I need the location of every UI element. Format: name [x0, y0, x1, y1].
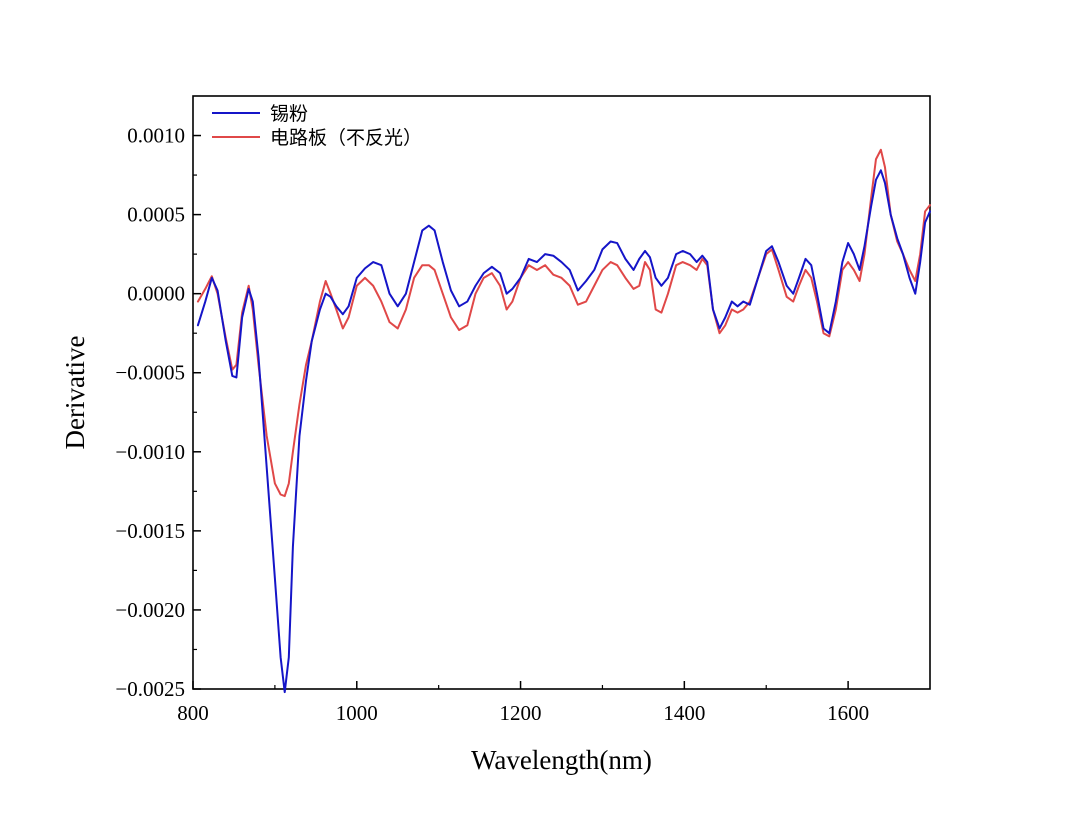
series-line-1 — [196, 169, 931, 694]
y-tick-label: −0.0010 — [115, 440, 185, 464]
y-tick-label: −0.0025 — [115, 677, 185, 701]
y-tick-label: −0.0020 — [115, 598, 185, 622]
y-tick-label: −0.0015 — [115, 519, 185, 543]
y-tick-label: 0.0010 — [127, 124, 185, 148]
x-tick-label: 1200 — [500, 701, 542, 725]
x-axis-title: Wavelength(nm) — [471, 745, 652, 775]
plot-area-frame — [192, 95, 931, 690]
y-tick-label: −0.0005 — [115, 361, 185, 385]
y-axis-ticks: 0.0010 0.0005 0.0000 −0.0005 −0.0010 −0.0015 −… — [115, 124, 201, 701]
x-axis-ticks: 800 1000 1200 1400 1600 — [177, 681, 869, 725]
legend-label-series-1: 锡粉 — [270, 103, 308, 125]
legend: 锡粉 电路板（不反光） — [212, 103, 422, 149]
y-tick-label: 0.0000 — [127, 282, 185, 306]
series-layer — [196, 148, 931, 694]
x-tick-label: 1600 — [827, 701, 869, 725]
x-tick-label: 1400 — [663, 701, 705, 725]
series-line-2 — [196, 148, 931, 498]
y-tick-label: 0.0005 — [127, 203, 185, 227]
legend-label-series-2: 电路板（不反光） — [270, 127, 422, 149]
y-axis-title: Derivative — [60, 336, 90, 450]
x-tick-label: 1000 — [336, 701, 378, 725]
x-tick-label: 800 — [177, 701, 209, 725]
